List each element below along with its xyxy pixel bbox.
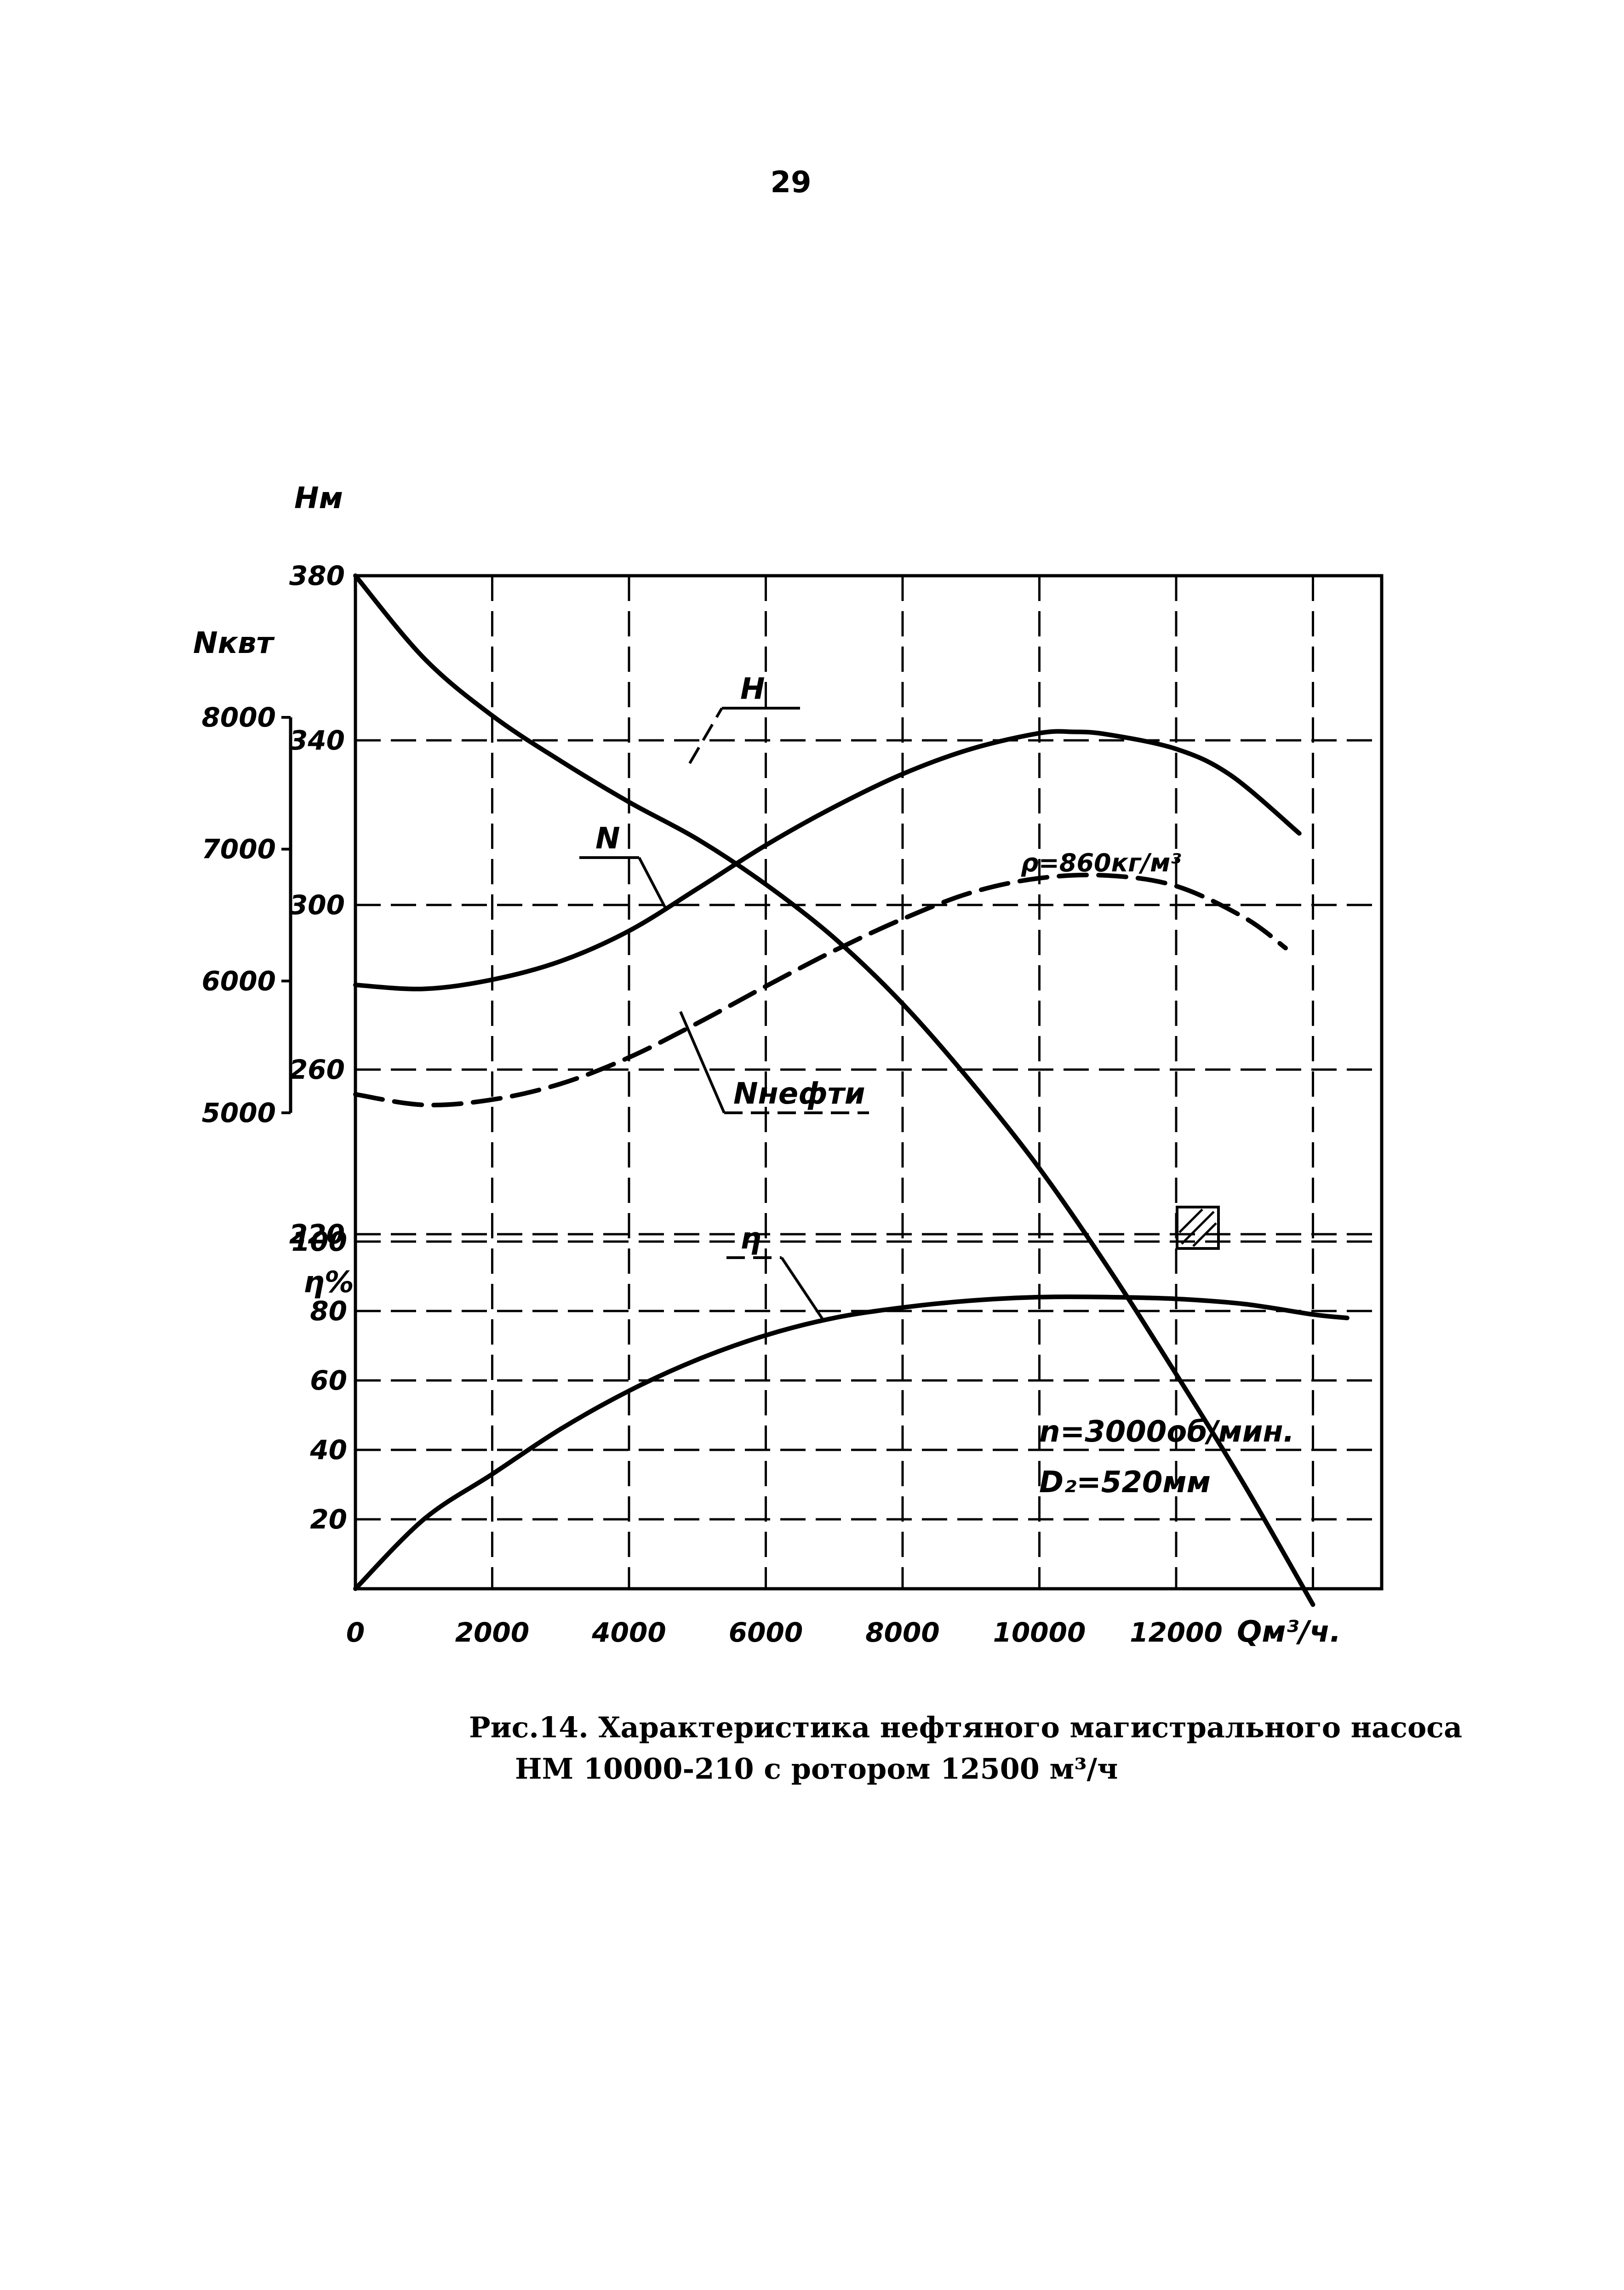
speed-note: n=3000об/мин. [1039,1415,1294,1449]
caption-line-1: Рис.14. Характеристика нефтяного магистр… [469,1711,1463,1744]
eta-tick-label: 20 [310,1504,347,1535]
curve-N-oil [353,872,1288,1108]
h-tick-label: 340 [289,725,345,756]
curve-N [353,729,1302,991]
eta-axis-label: η% [303,1265,354,1300]
eta-tick-label: 40 [309,1434,347,1466]
series-label-n: N [595,822,620,856]
tick-labels: 0 2000 4000 6000 8000 10000 12000 380 340 300 260 2… [202,560,1223,1648]
curve-eta [353,1294,1350,1591]
h-tick-label: 300 [289,889,345,921]
caption-line-2: НМ 10000-210 с ротором 12500 м³/ч [515,1752,1118,1786]
n-axis-label: Nквт [193,626,275,660]
label-n: N [579,822,668,911]
n-tick-label: 7000 [202,834,276,865]
x-tick-label: 4000 [591,1617,666,1648]
operating-zone-marker [1176,1206,1220,1250]
impeller-note: D₂=520мм [1039,1466,1211,1500]
series-label-h: H [740,672,765,706]
x-tick-label: 2000 [455,1617,529,1648]
eta-tick-label: 80 [310,1295,347,1327]
eta-tick-label: 100 [292,1226,347,1257]
label-n-oil: Nнефти [679,1011,869,1114]
page-number: 29 [770,166,812,200]
density-note: ρ=860кг/м³ [1021,848,1181,877]
n-tick-label: 5000 [202,1097,276,1128]
label-h: H [688,672,800,764]
n-tick-label: 6000 [202,965,276,996]
x-tick-label: 8000 [865,1617,939,1648]
eta-tick-label: 60 [310,1365,347,1396]
h-axis-label: Hм [294,481,343,515]
plot-frame [354,574,1384,1591]
x-tick-label: 0 [346,1617,365,1648]
curve-H [353,573,1315,1607]
x-tick-label: 6000 [729,1617,803,1648]
x-tick-label: 10000 [993,1617,1086,1648]
h-tick-label: 380 [289,560,345,591]
curves [353,573,1350,1607]
x-axis-label: Qм³/ч. [1237,1615,1341,1649]
label-density: ρ=860кг/м³ [1021,848,1181,877]
h-tick-label: 260 [289,1054,345,1085]
h-tick-label: 220 [289,1219,345,1250]
series-label-eta: η [740,1222,761,1256]
n-tick-label: 8000 [202,702,276,733]
x-tick-label: 12000 [1130,1617,1223,1648]
series-label-n-oil: Nнефти [733,1077,865,1111]
label-eta: η [726,1222,824,1321]
